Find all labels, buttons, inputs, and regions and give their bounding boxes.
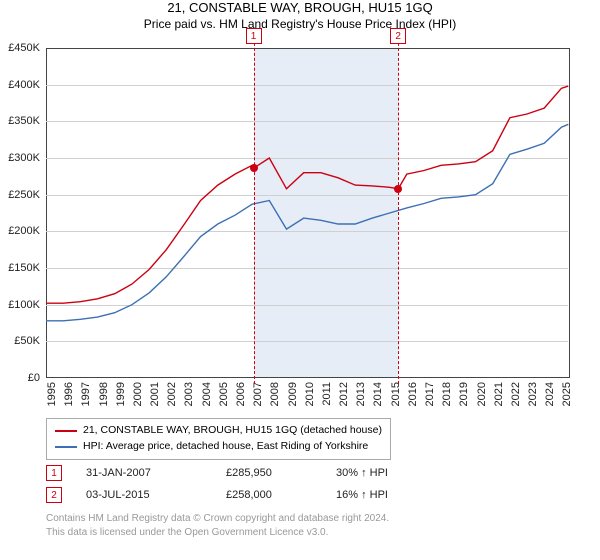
sale-price: £285,950 [226, 467, 336, 479]
legend-label: 21, CONSTABLE WAY, BROUGH, HU15 1GQ (det… [83, 423, 382, 439]
y-tick-label: £350K [0, 115, 40, 127]
x-tick-label: 2006 [235, 382, 247, 406]
x-tick-label: 1995 [46, 382, 58, 406]
chart-subtitle: Price paid vs. HM Land Registry's House … [0, 17, 600, 31]
x-tick-label: 2017 [424, 382, 436, 406]
legend-item: HPI: Average price, detached house, East… [55, 439, 382, 455]
y-tick-label: £150K [0, 262, 40, 274]
x-tick-label: 2010 [304, 382, 316, 406]
sale-marker-badge: 2 [390, 28, 406, 44]
sale-badge: 2 [46, 487, 62, 503]
footnote-line: Contains HM Land Registry data © Crown c… [46, 512, 389, 526]
x-tick-label: 2004 [201, 382, 213, 406]
x-tick-label: 2023 [527, 382, 539, 406]
y-tick-label: £100K [0, 299, 40, 311]
y-tick-label: £400K [0, 79, 40, 91]
sale-marker-line [254, 28, 255, 384]
sale-hpi: 30% ↑ HPI [336, 467, 426, 479]
x-tick-label: 2000 [132, 382, 144, 406]
x-tick-label: 2016 [407, 382, 419, 406]
x-tick-label: 2008 [269, 382, 281, 406]
y-tick-label: £0 [0, 372, 40, 384]
legend-swatch [55, 430, 77, 432]
x-tick-label: 1999 [115, 382, 127, 406]
x-tick-label: 2018 [441, 382, 453, 406]
sale-hpi: 16% ↑ HPI [336, 489, 426, 501]
sale-badge: 1 [46, 465, 62, 481]
x-tick-label: 1997 [80, 382, 92, 406]
sale-price: £258,000 [226, 489, 336, 501]
x-tick-label: 2009 [287, 382, 299, 406]
x-tick-label: 2019 [458, 382, 470, 406]
legend-label: HPI: Average price, detached house, East… [83, 439, 368, 455]
x-tick-label: 2013 [355, 382, 367, 406]
y-tick-label: £50K [0, 335, 40, 347]
x-tick-label: 1998 [98, 382, 110, 406]
page: 21, CONSTABLE WAY, BROUGH, HU15 1GQ Pric… [0, 0, 600, 560]
sale-marker-line [398, 28, 399, 384]
x-tick-label: 2007 [252, 382, 264, 406]
y-tick-label: £200K [0, 225, 40, 237]
y-tick-label: £450K [0, 42, 40, 54]
x-tick-label: 2020 [476, 382, 488, 406]
series-layer [46, 48, 570, 378]
sales-table: 1 31-JAN-2007£285,95030% ↑ HPI 2 03-JUL-201… [46, 462, 426, 506]
sale-dot [250, 164, 258, 172]
y-tick-label: £300K [0, 152, 40, 164]
x-tick-label: 2022 [510, 382, 522, 406]
sale-date: 03-JUL-2015 [86, 489, 226, 501]
legend-swatch [55, 446, 77, 448]
x-tick-label: 2002 [166, 382, 178, 406]
sale-row: 2 03-JUL-2015£258,00016% ↑ HPI [46, 484, 426, 506]
y-tick-label: £250K [0, 189, 40, 201]
sale-marker-badge: 1 [246, 28, 262, 44]
x-tick-label: 2003 [183, 382, 195, 406]
x-tick-label: 2025 [561, 382, 573, 406]
footnote-line: This data is licensed under the Open Gov… [46, 526, 389, 540]
x-tick-label: 2012 [338, 382, 350, 406]
x-tick-label: 2024 [544, 382, 556, 406]
chart-area: £0£50K£100K£150K£200K£250K£300K£350K£400… [46, 48, 570, 378]
chart-title: 21, CONSTABLE WAY, BROUGH, HU15 1GQ [0, 0, 600, 15]
sale-date: 31-JAN-2007 [86, 467, 226, 479]
sale-row: 1 31-JAN-2007£285,95030% ↑ HPI [46, 462, 426, 484]
legend: 21, CONSTABLE WAY, BROUGH, HU15 1GQ (det… [46, 418, 391, 460]
x-tick-label: 2021 [493, 382, 505, 406]
legend-item: 21, CONSTABLE WAY, BROUGH, HU15 1GQ (det… [55, 423, 382, 439]
series-hpi [46, 124, 568, 320]
x-tick-label: 2001 [149, 382, 161, 406]
x-tick-label: 2015 [390, 382, 402, 406]
sale-dot [394, 185, 402, 193]
footnote: Contains HM Land Registry data © Crown c… [46, 512, 389, 539]
x-tick-label: 1996 [63, 382, 75, 406]
x-tick-label: 2005 [218, 382, 230, 406]
x-tick-label: 2014 [372, 382, 384, 406]
x-tick-label: 2011 [321, 382, 333, 406]
series-property [46, 86, 568, 303]
